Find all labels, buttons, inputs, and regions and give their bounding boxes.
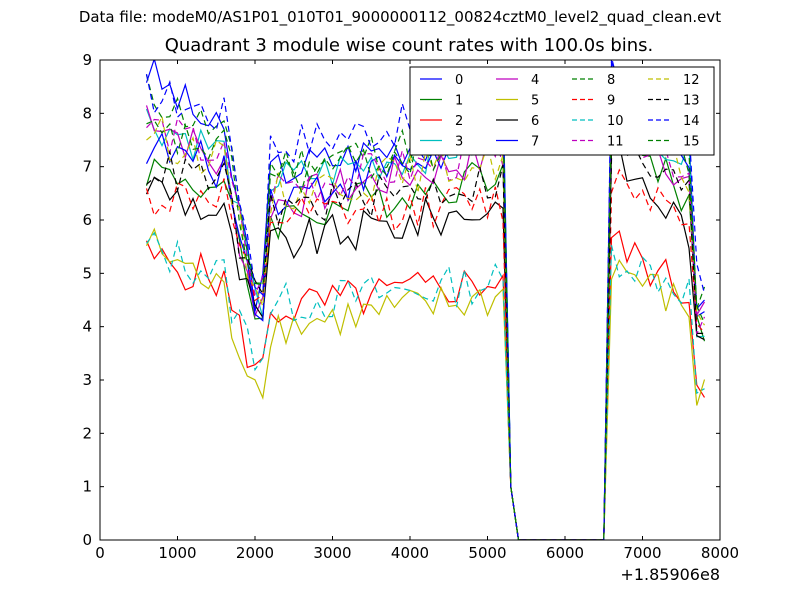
x-tick-label: 2000 bbox=[236, 544, 274, 562]
series-line-10 bbox=[146, 231, 705, 540]
legend-label-6: 6 bbox=[531, 114, 539, 129]
figure-suptitle: Data file: modeM0/AS1P01_010T01_90000001… bbox=[78, 8, 722, 26]
legend-label-4: 4 bbox=[531, 73, 539, 88]
legend-label-9: 9 bbox=[607, 94, 615, 109]
legend-label-7: 7 bbox=[531, 135, 539, 150]
legend-label-10: 10 bbox=[607, 114, 624, 129]
x-tick-label: 6000 bbox=[546, 544, 584, 562]
x-offset-label: +1.85906e8 bbox=[620, 565, 720, 584]
series-line-15 bbox=[146, 88, 706, 540]
chart-title: Quadrant 3 module wise count rates with … bbox=[164, 35, 654, 56]
series-line-2 bbox=[145, 230, 706, 540]
x-tick-label: 0 bbox=[95, 544, 105, 562]
x-tick-label: 8000 bbox=[701, 544, 739, 562]
y-tick-label: 0 bbox=[82, 531, 92, 549]
y-tick-label: 3 bbox=[82, 371, 92, 389]
legend-label-12: 12 bbox=[683, 73, 700, 88]
legend-label-1: 1 bbox=[455, 94, 463, 109]
y-tick-label: 7 bbox=[82, 158, 92, 176]
legend-label-2: 2 bbox=[455, 114, 463, 129]
y-tick-label: 5 bbox=[82, 264, 92, 282]
legend-label-5: 5 bbox=[531, 94, 539, 109]
series-line-9 bbox=[145, 168, 705, 540]
x-tick-label: 7000 bbox=[623, 544, 661, 562]
legend-label-15: 15 bbox=[683, 135, 700, 150]
series-line-5 bbox=[145, 227, 706, 540]
x-tick-label: 1000 bbox=[158, 544, 196, 562]
y-tick-label: 1 bbox=[82, 478, 92, 496]
legend-label-11: 11 bbox=[607, 135, 624, 150]
legend-frame bbox=[409, 66, 715, 156]
x-tick-label: 5000 bbox=[468, 544, 506, 562]
x-tick-label: 4000 bbox=[391, 544, 429, 562]
y-tick-label: 2 bbox=[82, 424, 92, 442]
y-tick-label: 8 bbox=[82, 104, 92, 122]
series-line-13 bbox=[146, 135, 705, 540]
legend-label-14: 14 bbox=[683, 114, 700, 129]
legend-label-3: 3 bbox=[455, 135, 463, 150]
y-tick-label: 4 bbox=[82, 318, 92, 336]
series-line-12 bbox=[146, 109, 706, 540]
legend-label-13: 13 bbox=[683, 94, 700, 109]
y-tick-label: 9 bbox=[82, 51, 92, 69]
legend-label-0: 0 bbox=[455, 73, 463, 88]
legend-label-8: 8 bbox=[607, 73, 615, 88]
axes-layer: 0 1000 2000 3000 4000 5000 6000 7000 80000123456… bbox=[82, 51, 739, 562]
x-tick-label: 3000 bbox=[313, 544, 351, 562]
y-tick-label: 6 bbox=[82, 211, 92, 229]
series-line-6 bbox=[145, 143, 705, 540]
series-line-3 bbox=[145, 94, 705, 540]
